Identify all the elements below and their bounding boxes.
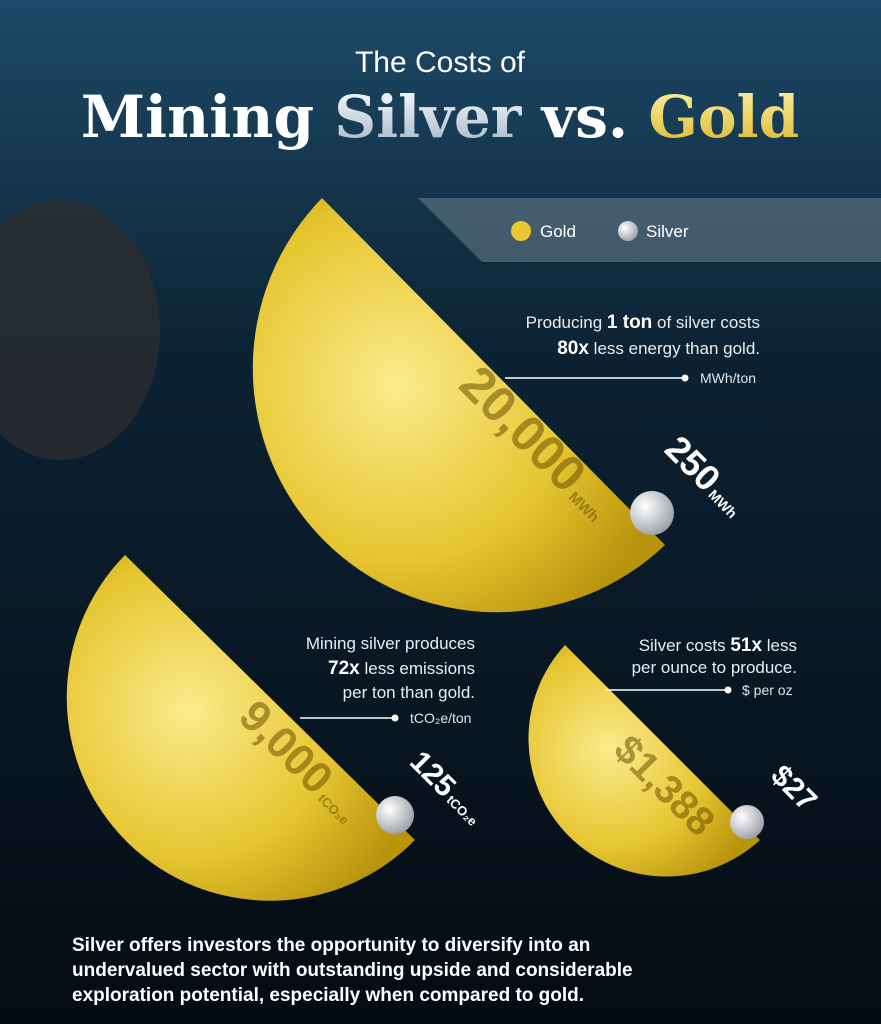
silver-ball (376, 796, 414, 834)
legend-label: Gold (540, 222, 576, 241)
unit-label: $ per oz (742, 682, 793, 698)
subtitle: The Costs of (355, 46, 526, 79)
gold-half-disc (66, 555, 415, 901)
text-part: 1 ton (607, 312, 652, 333)
legend-band (418, 198, 881, 262)
legend-swatch (511, 221, 531, 241)
title-word: vs. (540, 83, 629, 151)
caption: 72x less emissions (328, 658, 475, 679)
title-word: Gold (648, 83, 799, 151)
footer-line: undervalued sector with outstanding upsi… (72, 960, 633, 981)
caption: Silver costs 51x less (639, 635, 797, 656)
text-part: less energy than gold. (589, 339, 760, 358)
caption: 80x less energy than gold. (557, 338, 760, 359)
title-word: Mining (81, 83, 314, 151)
text-part: Mining silver produces (306, 634, 475, 653)
rock (0, 200, 160, 460)
text-part: less emissions (360, 659, 475, 678)
title-word: Silver (334, 83, 523, 151)
text-part: 80x (557, 338, 589, 359)
footer-line: exploration potential, especially when c… (72, 985, 584, 1006)
caption: Mining silver produces (306, 634, 475, 653)
caption: Producing 1 ton of silver costs (526, 312, 760, 333)
text-part: of silver costs (652, 313, 760, 332)
leader-dot (724, 686, 732, 694)
text-part: 72x (328, 658, 360, 679)
legend-swatch (618, 221, 638, 241)
text-part: per ounce to produce. (632, 658, 797, 677)
legend-label: Silver (646, 222, 689, 241)
text-part: 51x (730, 635, 762, 656)
text-part: per ton than gold. (343, 683, 475, 702)
leader-dot (681, 374, 689, 382)
text-part: Silver costs (639, 636, 731, 655)
text-part: Producing (526, 313, 607, 332)
caption: per ounce to produce. (632, 658, 797, 677)
title: Mining Silver vs. Gold (81, 83, 799, 151)
silver-ball (630, 491, 674, 535)
leader-dot (391, 714, 399, 722)
footer-line: Silver offers investors the opportunity … (72, 935, 590, 956)
gold-half-disc (252, 198, 666, 613)
unit-label: MWh/ton (700, 370, 756, 386)
unit-label: tCO₂e/ton (410, 710, 471, 726)
silver-ball (730, 805, 764, 839)
gold-half-disc (528, 645, 760, 877)
caption: per ton than gold. (343, 683, 475, 702)
text-part: less (762, 636, 797, 655)
